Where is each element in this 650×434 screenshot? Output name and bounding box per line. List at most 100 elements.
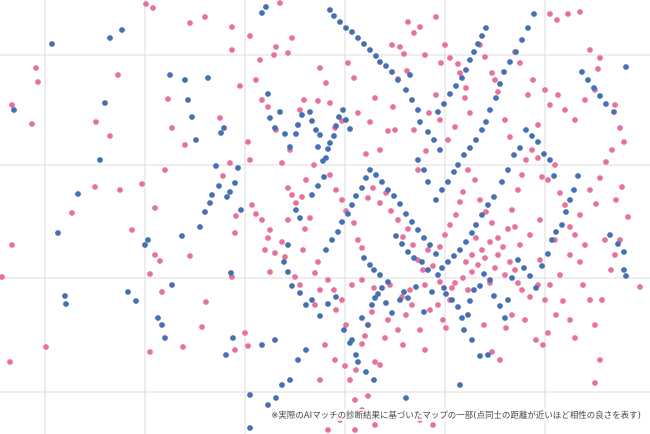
data-point <box>279 160 285 166</box>
data-point <box>419 259 425 265</box>
data-point <box>263 4 269 10</box>
data-point <box>325 146 331 152</box>
data-point <box>505 297 511 303</box>
data-point <box>607 232 613 238</box>
data-point <box>427 242 433 248</box>
data-point <box>0 274 5 280</box>
data-point <box>289 283 295 289</box>
data-point <box>371 267 377 273</box>
data-point <box>430 422 436 428</box>
data-point <box>265 104 271 110</box>
data-point <box>401 289 407 295</box>
data-point <box>303 347 309 353</box>
data-point <box>487 107 493 113</box>
data-point <box>442 42 448 48</box>
data-point <box>517 242 523 248</box>
data-point <box>213 163 219 169</box>
data-point <box>447 91 453 97</box>
data-point <box>582 97 588 103</box>
data-point <box>389 42 395 48</box>
data-point <box>327 172 333 178</box>
data-point <box>152 252 158 258</box>
data-point <box>525 92 531 98</box>
data-point <box>395 77 401 83</box>
data-point <box>247 33 253 39</box>
data-point <box>317 313 323 319</box>
data-point <box>223 352 229 358</box>
data-point <box>623 273 629 279</box>
data-point <box>228 270 234 276</box>
data-point <box>595 66 601 72</box>
data-point <box>337 19 343 25</box>
data-point <box>287 144 293 150</box>
data-point <box>545 251 551 257</box>
data-point <box>420 267 426 273</box>
data-point <box>637 284 643 290</box>
data-point <box>187 253 193 259</box>
data-point <box>459 315 465 321</box>
data-point <box>93 119 99 125</box>
data-point <box>401 51 407 57</box>
data-point <box>523 127 529 133</box>
data-point <box>530 77 536 83</box>
data-point <box>411 255 417 261</box>
data-point <box>417 24 423 30</box>
data-point <box>527 232 533 238</box>
data-point <box>345 60 351 66</box>
data-point <box>285 185 291 191</box>
data-point <box>403 211 409 217</box>
data-point <box>349 202 355 208</box>
data-point <box>483 25 489 31</box>
data-point <box>481 271 487 277</box>
data-point <box>422 347 428 353</box>
data-point <box>467 145 473 151</box>
data-point <box>495 252 501 258</box>
data-point <box>370 185 376 191</box>
data-point <box>602 237 608 243</box>
data-point <box>565 11 571 17</box>
data-point <box>603 159 609 165</box>
data-point <box>238 207 244 213</box>
data-point <box>265 91 271 97</box>
data-point <box>479 127 485 133</box>
data-point <box>431 137 437 143</box>
data-point <box>461 152 467 158</box>
data-point <box>365 393 371 399</box>
data-point <box>597 55 603 61</box>
data-point <box>433 197 439 203</box>
data-point <box>361 255 367 261</box>
data-point <box>443 325 449 331</box>
data-point <box>143 1 149 7</box>
data-point <box>209 192 215 198</box>
data-point <box>382 335 388 341</box>
data-point <box>425 267 431 273</box>
data-point <box>363 175 369 181</box>
data-point <box>257 57 263 63</box>
data-point <box>417 119 423 125</box>
data-point <box>457 199 463 205</box>
data-point <box>445 179 451 185</box>
data-point <box>224 194 230 200</box>
data-point <box>317 132 323 138</box>
data-point <box>587 297 593 303</box>
data-point <box>277 0 283 6</box>
data-point <box>29 121 35 127</box>
data-point <box>385 317 391 323</box>
data-point <box>492 265 498 271</box>
data-point <box>587 47 593 53</box>
data-point <box>475 41 481 47</box>
data-point <box>433 251 439 257</box>
data-point <box>425 129 431 135</box>
data-point <box>427 307 433 313</box>
data-point <box>279 239 285 245</box>
data-point <box>97 157 103 163</box>
data-point <box>187 20 193 26</box>
data-point <box>467 57 473 63</box>
data-point <box>333 307 339 313</box>
data-point <box>385 187 391 193</box>
data-point <box>517 60 523 66</box>
data-point <box>469 269 475 275</box>
data-point <box>463 259 469 265</box>
data-point <box>615 241 621 247</box>
data-point <box>612 102 618 108</box>
